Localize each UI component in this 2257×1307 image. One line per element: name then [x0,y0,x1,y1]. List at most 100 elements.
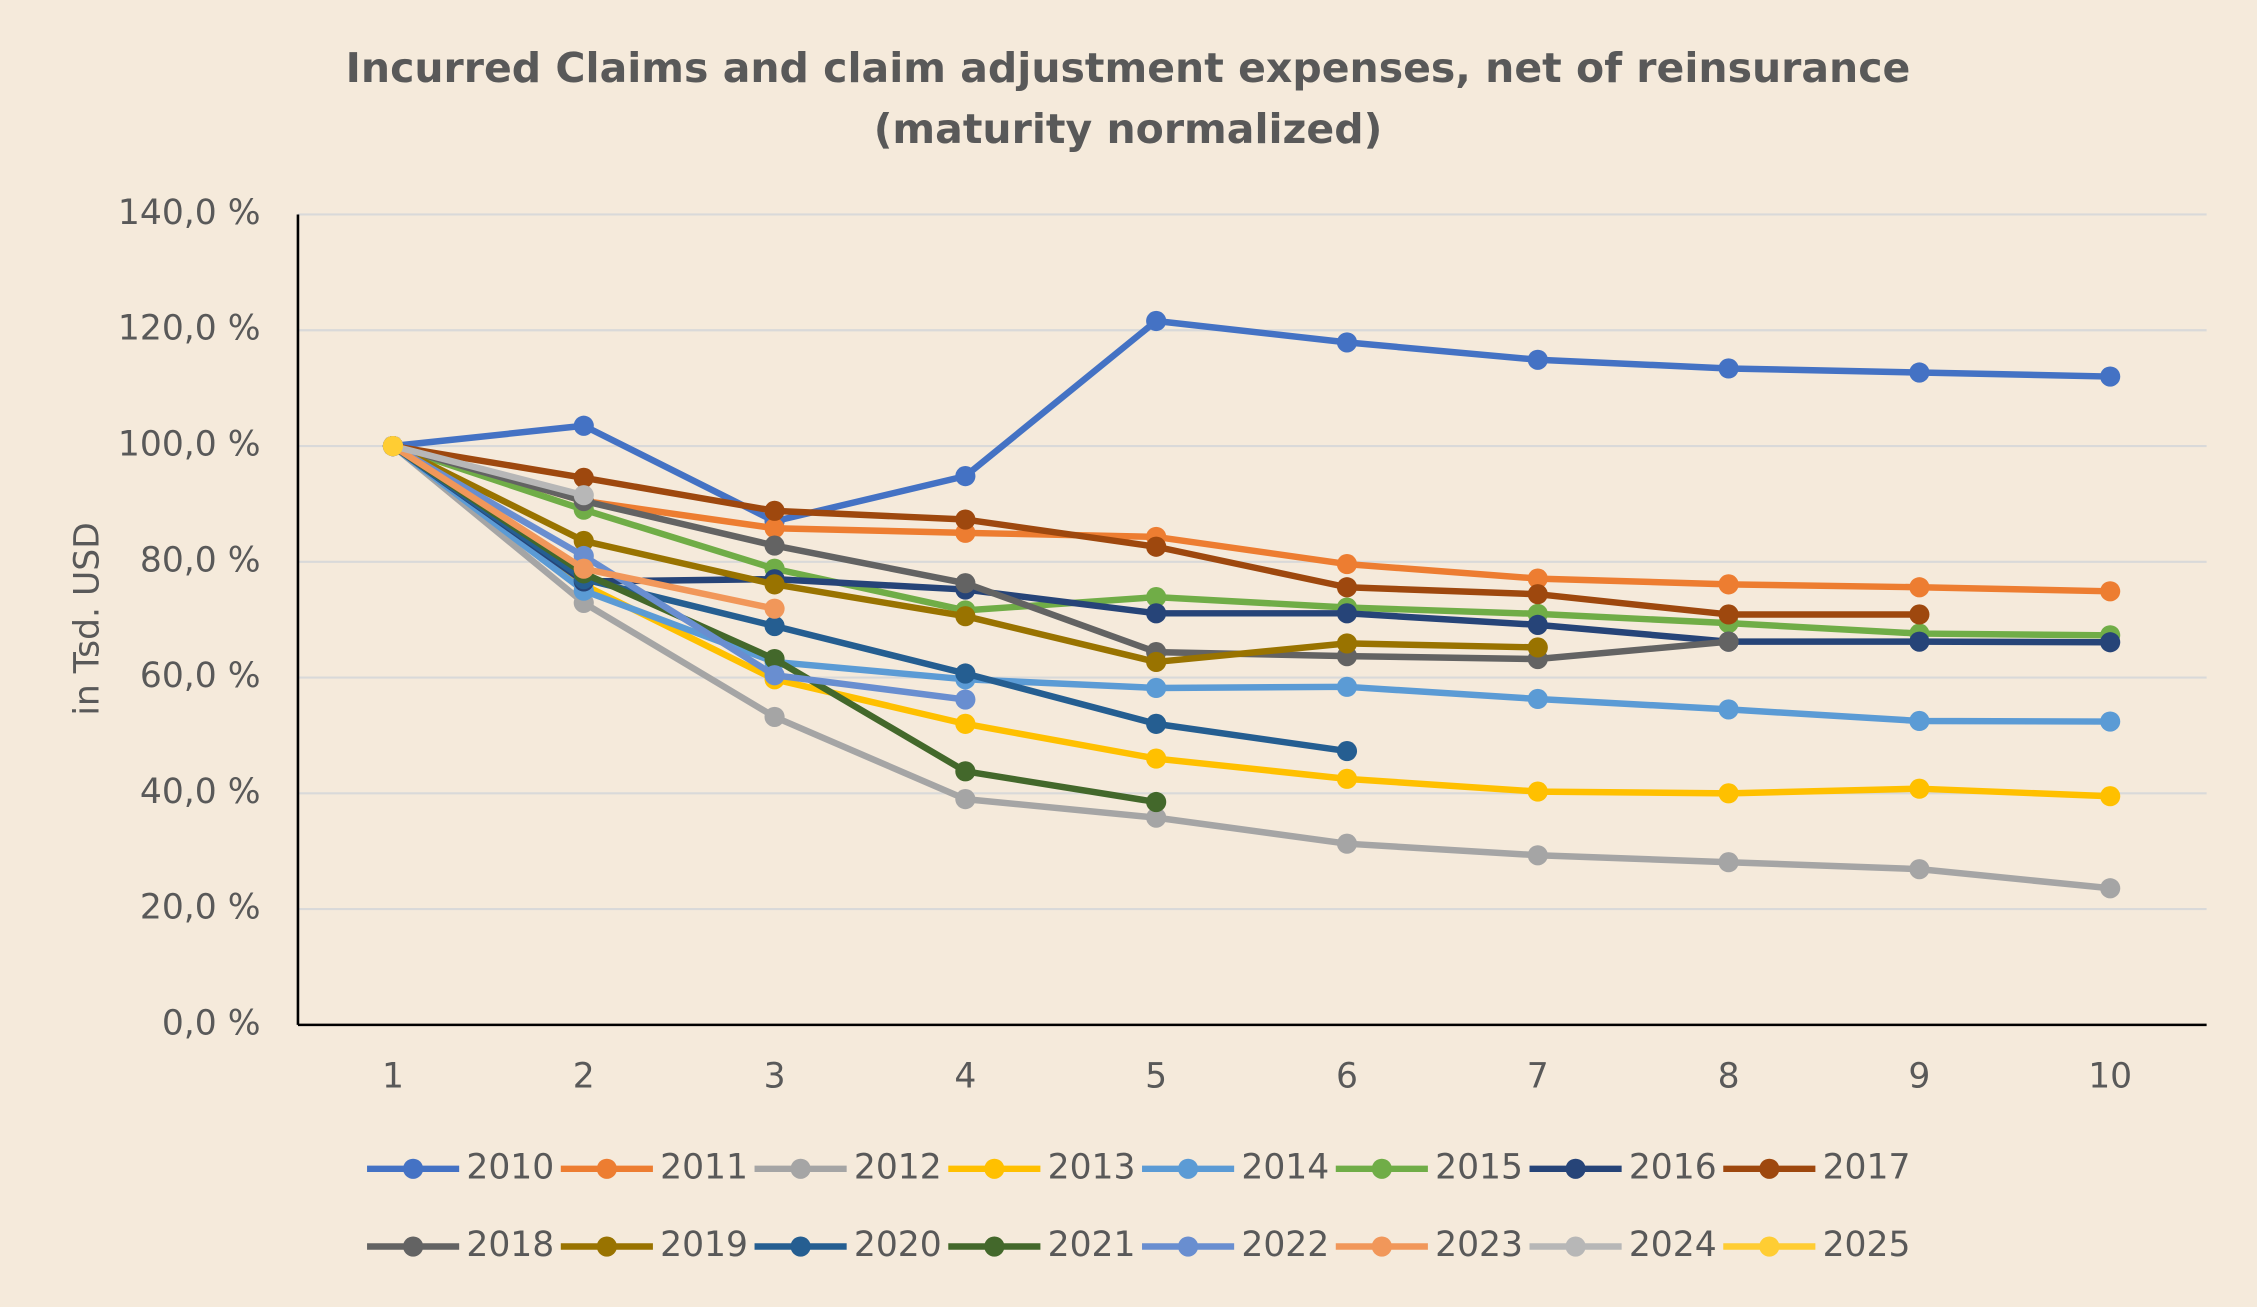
point [1336,603,1358,624]
point [573,558,594,579]
x-tick-label: 7 [1527,1057,1549,1097]
point [1527,845,1548,866]
point [1146,791,1167,813]
point [1527,688,1548,710]
legend-label: 2022 [1241,1225,1329,1265]
point [764,518,785,539]
point [573,530,594,552]
point [1336,676,1358,697]
legend-marker [1178,1236,1199,1257]
legend-label: 2013 [1048,1147,1136,1187]
point [1336,768,1358,789]
point [1909,710,1930,732]
point [764,706,785,727]
point [1909,362,1930,383]
point [1146,748,1167,769]
point [764,648,785,670]
point [955,509,976,530]
point [1336,332,1358,353]
legend-marker [984,1158,1005,1179]
point [1527,614,1548,635]
point [2100,711,2121,732]
legend-label: 2016 [1629,1147,1717,1187]
point [2100,878,2121,899]
point [955,713,976,734]
point [1909,577,1930,598]
point [382,435,404,457]
x-tick-label: 9 [1908,1057,1930,1097]
point [1718,783,1739,804]
point [1146,310,1167,332]
x-tick-label: 1 [382,1057,404,1097]
x-tick-label: 3 [764,1057,786,1097]
series-line [391,443,1348,755]
legend-label: 2024 [1629,1225,1717,1265]
point [955,573,976,594]
x-tick-label: 4 [954,1057,976,1097]
legend-marker [1178,1158,1199,1179]
legend-marker [1565,1158,1586,1179]
y-tick-label: 20,0 % [140,888,261,928]
point [764,615,785,637]
point [573,467,594,488]
point [1718,358,1739,379]
legend-label: 2020 [854,1225,942,1265]
point [1336,833,1358,854]
point [1146,603,1167,624]
point [2100,581,2121,602]
point [955,663,976,684]
legend-label: 2021 [1048,1225,1136,1265]
legend-label: 2017 [1823,1147,1911,1187]
legend-label: 2025 [1823,1225,1911,1265]
y-tick-label: 60,0 % [140,656,261,696]
point [1146,677,1167,699]
y-tick-label: 0,0 % [162,1003,261,1043]
point [1527,637,1548,658]
legend-marker [1759,1158,1780,1179]
point [1909,604,1930,625]
series-line [390,443,2111,892]
point [1146,536,1167,557]
point [764,574,785,595]
point [1527,568,1548,589]
point [2100,632,2121,653]
point [955,606,976,627]
y-tick-label: 140,0 % [118,193,261,233]
point [1527,781,1548,802]
point [1336,554,1358,575]
point [955,689,976,710]
x-tick-label: 6 [1336,1057,1358,1097]
point [764,500,785,521]
legend-label: 2010 [466,1147,554,1187]
legend-marker [596,1158,617,1179]
series-line [391,443,2111,725]
legend-marker [790,1236,811,1257]
point [1527,349,1548,370]
series-line [392,317,2111,525]
legend-marker [1371,1236,1392,1257]
legend-label: 2015 [1435,1147,1523,1187]
point [1909,778,1930,799]
legend-marker [403,1158,424,1179]
legend-marker [790,1158,811,1179]
point [2100,786,2121,807]
series-line [392,442,585,499]
point [1909,859,1930,880]
series-line [391,443,966,703]
x-tick-label: 5 [1145,1057,1167,1097]
point [764,535,785,556]
point [955,761,976,782]
legend-label: 2011 [660,1147,748,1187]
legend-label: 2012 [854,1147,942,1187]
point [1336,633,1358,654]
legend-marker [1565,1236,1586,1257]
x-tick-label: 10 [2088,1057,2132,1097]
point [1718,852,1739,873]
legend-marker [403,1236,424,1257]
point [1336,740,1358,762]
point [1527,584,1548,605]
point [573,485,594,506]
point [1146,807,1167,828]
y-tick-label: 40,0 % [140,772,261,812]
point [573,415,594,436]
